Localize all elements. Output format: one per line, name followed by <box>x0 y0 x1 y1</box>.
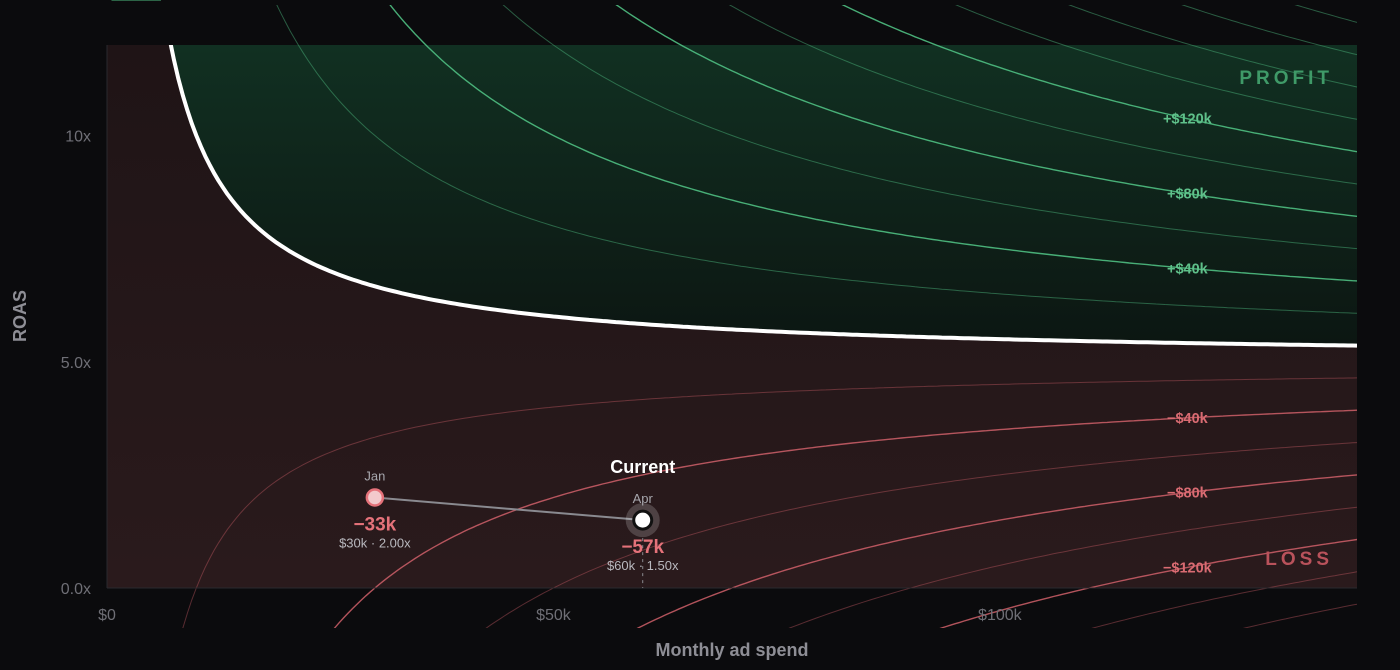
profit-contour-7 <box>111 0 1358 120</box>
contour-label: −$120k <box>1163 560 1213 576</box>
loss-region-label: LOSS <box>1265 549 1333 570</box>
y-tick-label: 5.0x <box>61 355 91 372</box>
point-detail-label: $60k · 1.50x <box>607 558 679 573</box>
point-month-label: Jan <box>364 469 385 484</box>
contour-label: +$80k <box>1167 186 1209 202</box>
profit-region-label: PROFIT <box>1239 68 1333 89</box>
profit-contour-4 <box>111 0 1358 217</box>
profit-contour-lines <box>111 0 1358 314</box>
y-axis-title: ROAS <box>10 290 30 342</box>
loss-contour-6 <box>111 538 1358 628</box>
profit-contour-8 <box>111 0 1358 88</box>
point-profit-label: −57k <box>621 537 664 558</box>
trajectory-segment <box>374 496 643 522</box>
point-detail-label: $30k · 2.00x <box>339 536 411 551</box>
point-profit-label: −33k <box>353 515 396 536</box>
data-point-current[interactable] <box>632 509 654 531</box>
contour-label: −$80k <box>1167 486 1209 502</box>
y-axis-ticks: 0.0x 5.0x 10x <box>61 129 91 599</box>
current-label: Current <box>610 457 675 477</box>
profit-contour-5 <box>111 0 1358 185</box>
profit-contour-3 <box>111 0 1358 250</box>
contour-labels: +$120k +$80k +$40k −$40k −$80k −$120k <box>1163 112 1213 577</box>
contour-label: +$40k <box>1167 261 1209 277</box>
x-tick-label: $50k <box>536 607 572 624</box>
loss-contour-3 <box>111 442 1358 628</box>
breakeven-line <box>168 45 1357 348</box>
loss-contour-2 <box>111 409 1358 628</box>
trajectory: Jan −33k$30k · 2.00x Current Apr −57k$60k · … <box>339 457 679 588</box>
loss-contour-7 <box>111 571 1358 628</box>
profit-contour-2 <box>111 0 1358 282</box>
loss-contour-4 <box>111 474 1358 628</box>
x-axis-ticks: $0 $50k $100k <box>98 607 1023 624</box>
point-month-label: Apr <box>633 491 654 506</box>
profit-contour-10 <box>111 0 1358 23</box>
loss-contour-5 <box>111 506 1358 628</box>
contour-label: −$40k <box>1167 411 1209 427</box>
x-tick-label: $100k <box>978 607 1023 624</box>
x-axis-title: Monthly ad spend <box>656 640 809 660</box>
loss-contour-lines <box>111 377 1358 628</box>
profit-region <box>170 45 1357 346</box>
y-tick-label: 0.0x <box>61 581 91 598</box>
profit-contour-1 <box>111 0 1358 314</box>
profit-contour-6 <box>111 0 1358 153</box>
loss-contour-1 <box>111 377 1358 628</box>
contour-label: +$120k <box>1163 112 1213 128</box>
data-point[interactable] <box>365 488 385 507</box>
plot-area <box>106 0 1358 628</box>
x-tick-label: $0 <box>98 607 116 624</box>
y-tick-label: 10x <box>65 129 91 146</box>
